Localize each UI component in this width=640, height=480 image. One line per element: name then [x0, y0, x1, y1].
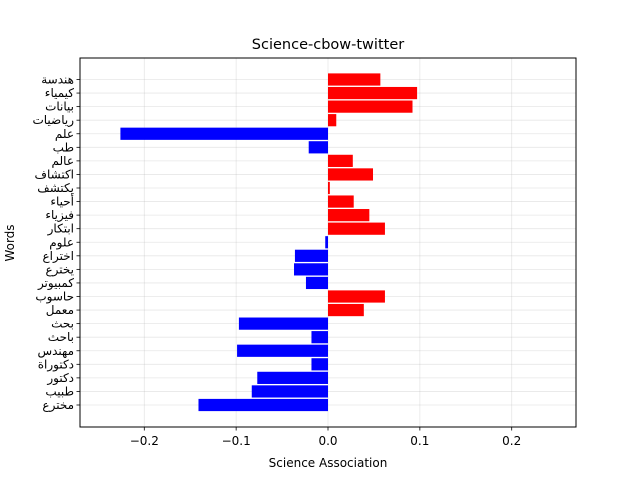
bar: [294, 249, 328, 262]
bar: [120, 127, 328, 140]
bar: [198, 398, 328, 412]
bar: [328, 168, 374, 181]
y-axis: هندسةكيمياءبياناترياضياتعلمطبعالماكتشافي…: [32, 73, 80, 413]
bar: [325, 236, 328, 249]
bar: [311, 358, 328, 371]
y-tick-label: علم: [55, 127, 74, 141]
bar: [328, 73, 381, 86]
y-tick-label: مهندس: [37, 344, 74, 359]
y-tick-label: حاسوب: [35, 290, 74, 305]
y-tick-label: طب: [53, 140, 74, 154]
y-tick-label: طبيب: [45, 384, 74, 398]
x-axis: −0.2 −0.1 0.0 0.1 0.2: [130, 427, 521, 448]
y-tick-label: دكتور: [46, 371, 74, 386]
bar: [328, 303, 364, 317]
y-tick-label: ابتكار: [47, 222, 74, 237]
y-tick-label: بيانات: [45, 100, 74, 114]
bar: [328, 114, 337, 127]
bar: [328, 195, 354, 208]
bar: [237, 344, 328, 357]
bar: [328, 209, 370, 222]
x-tick-label: −0.1: [222, 434, 251, 448]
bar: [257, 371, 328, 384]
bar: [294, 263, 328, 276]
bar: [251, 385, 328, 398]
y-tick-label: أحياء: [50, 194, 74, 209]
x-axis-title: Science Association: [269, 456, 388, 470]
bar: [305, 276, 328, 290]
y-tick-label: بحث: [51, 317, 74, 331]
bar: [328, 86, 418, 100]
x-tick-label: −0.2: [130, 434, 159, 448]
y-tick-label: هندسة: [41, 73, 74, 87]
chart-title: Science-cbow-twitter: [252, 37, 404, 53]
y-tick-label: علوم: [49, 235, 74, 250]
bar-layer: [120, 73, 418, 412]
bar: [328, 154, 353, 167]
y-tick-label: عالم: [52, 154, 74, 168]
bar: [311, 331, 328, 344]
y-axis-title: Words: [3, 224, 17, 261]
y-tick-label: اختراع: [43, 249, 75, 264]
x-tick-label: 0.0: [318, 434, 337, 448]
y-tick-label: دكتوراة: [38, 357, 74, 372]
y-tick-label: يخترع: [46, 262, 75, 277]
y-tick-label: اكتشاف: [35, 167, 74, 181]
y-tick-label: كمبيوتر: [37, 276, 74, 291]
y-tick-label: كيمياء: [45, 86, 74, 100]
y-tick-label: معمل: [46, 303, 74, 317]
bar: [328, 100, 413, 113]
y-tick-label: يكتشف: [37, 181, 74, 195]
x-tick-label: 0.2: [502, 434, 521, 448]
y-tick-label: مخترع: [42, 398, 74, 413]
y-tick-label: فيزياء: [45, 208, 74, 223]
x-tick-label: 0.1: [410, 434, 429, 448]
bar: [238, 317, 328, 330]
y-tick-label: باحث: [48, 330, 74, 344]
bar: [328, 181, 330, 195]
bar: [328, 222, 385, 235]
bar: [308, 141, 328, 154]
bar: [328, 290, 385, 303]
y-tick-label: رياضيات: [32, 113, 74, 128]
